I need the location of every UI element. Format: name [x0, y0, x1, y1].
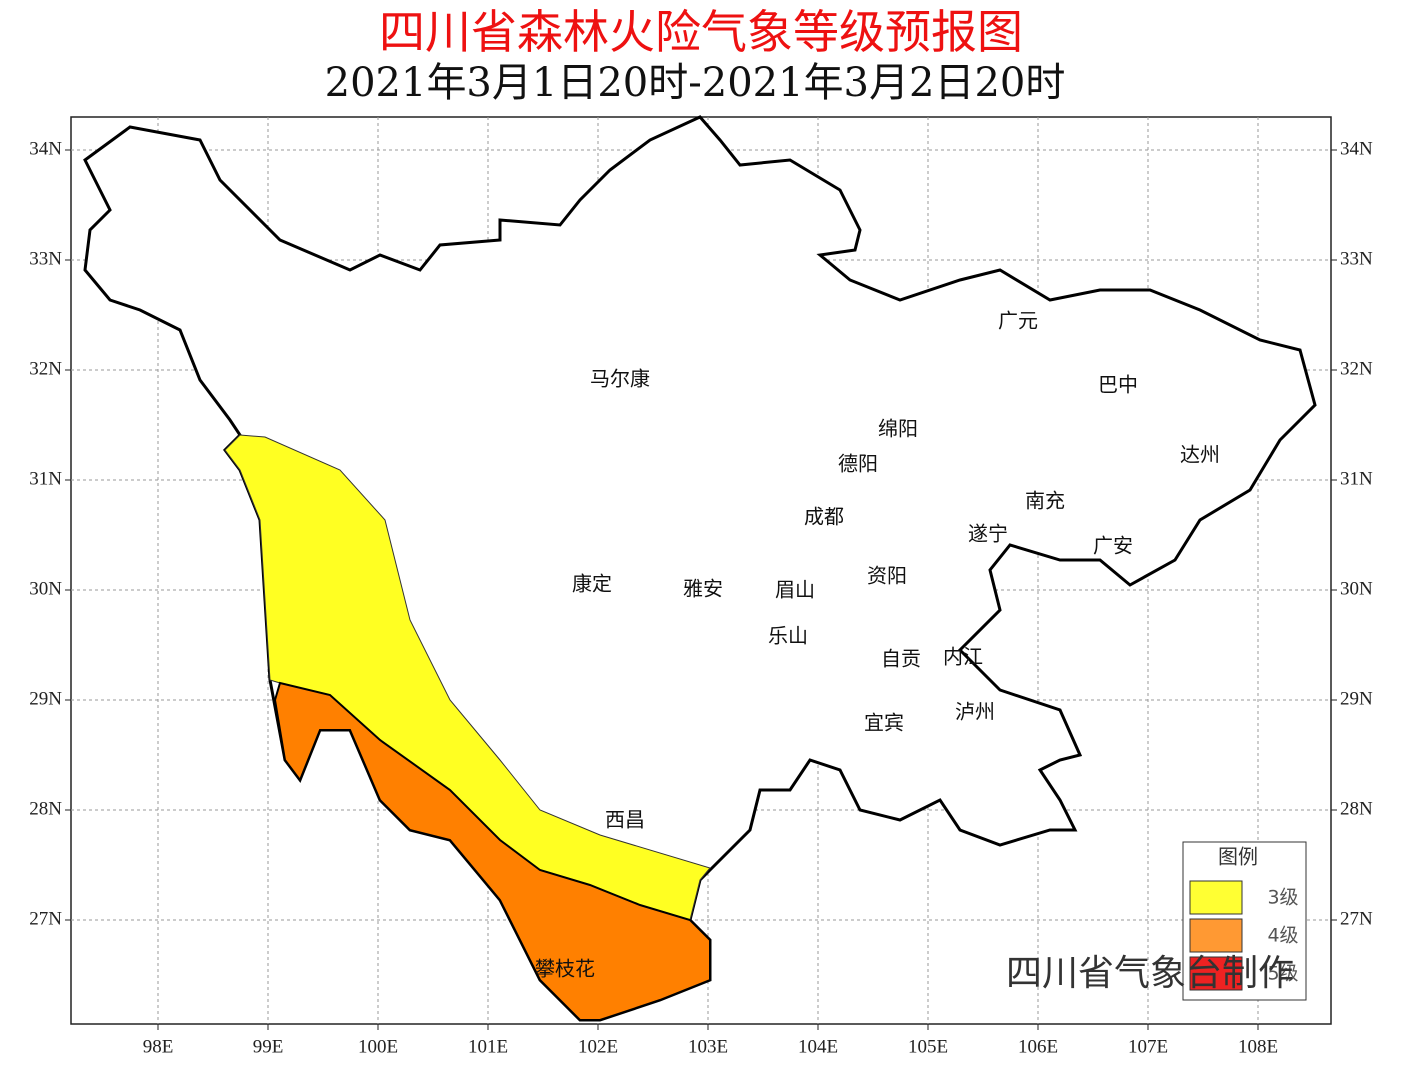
- city-label: 内江: [943, 645, 983, 669]
- x-tick-label: 100E: [358, 1036, 398, 1057]
- city-label: 西昌: [605, 808, 645, 832]
- legend-swatch: [1189, 956, 1243, 991]
- y-tick-label: 27N: [29, 908, 62, 929]
- x-tick-label: 101E: [468, 1036, 508, 1057]
- y-tick-label-right: 32N: [1340, 358, 1373, 379]
- y-tick-label-right: 30N: [1340, 578, 1373, 599]
- city-label: 巴中: [1098, 373, 1138, 397]
- title: 四川省森林火险气象等级预报图: [379, 5, 1023, 59]
- legend-label: 3级: [1267, 887, 1298, 909]
- x-tick-label: 107E: [1128, 1036, 1168, 1057]
- city-label: 遂宁: [968, 522, 1008, 546]
- y-tick-label-right: 29N: [1340, 688, 1373, 709]
- x-tick-label: 105E: [908, 1036, 948, 1057]
- city-label: 南充: [1025, 489, 1065, 513]
- city-labels: 马尔康 广元巴中绵阳德阳 达州成都 南充遂宁广安康定 雅安 眉山 资阳乐山自贡 内江宜宾 泸州西…: [535, 309, 1220, 981]
- x-tick-label: 98E: [143, 1036, 174, 1057]
- city-label: 达州: [1180, 443, 1220, 467]
- legend-swatch: [1189, 880, 1243, 915]
- city-label: 马尔康: [590, 367, 650, 391]
- y-tick-label: 28N: [29, 798, 62, 819]
- city-label: 自贡: [881, 647, 921, 671]
- city-label: 成都: [804, 505, 844, 529]
- city-label: 德阳: [838, 452, 878, 476]
- x-tick-label: 103E: [688, 1036, 728, 1057]
- y-tick-label-right: 27N: [1340, 908, 1373, 929]
- y-tick-label-right: 28N: [1340, 798, 1373, 819]
- city-label: 雅安: [683, 577, 723, 601]
- city-label: 绵阳: [878, 417, 918, 441]
- x-tick-label: 99E: [253, 1036, 284, 1057]
- city-label: 广元: [998, 309, 1038, 333]
- y-tick-label: 29N: [29, 688, 62, 709]
- legend-items: 3级 4级 5级: [1189, 880, 1299, 991]
- y-tick-label-right: 31N: [1340, 468, 1373, 489]
- legend-swatch: [1189, 918, 1243, 953]
- level-4-area: [273, 681, 711, 1021]
- city-label: 泸州: [955, 700, 995, 724]
- x-tick-label: 102E: [578, 1036, 618, 1057]
- x-tick-label: 104E: [798, 1036, 838, 1057]
- city-label: 广安: [1093, 534, 1133, 558]
- city-label: 康定: [572, 572, 612, 596]
- legend-label: 5级: [1267, 963, 1298, 985]
- city-label: 眉山: [775, 578, 815, 602]
- city-label: 宜宾: [864, 711, 904, 735]
- y-tick-label-right: 34N: [1340, 138, 1373, 159]
- y-tick-label-right: 33N: [1340, 248, 1373, 269]
- y-tick-label: 30N: [29, 578, 62, 599]
- subtitle: 2021年3月1日20时-2021年3月2日20时: [325, 60, 1066, 106]
- city-label: 资阳: [867, 564, 907, 588]
- legend-title: 图例: [1218, 845, 1258, 869]
- y-tick-label: 32N: [29, 358, 62, 379]
- footer: 四川省气象台制作: [1006, 953, 1294, 994]
- city-label: 乐山: [768, 624, 808, 648]
- y-tick-label: 31N: [29, 468, 62, 489]
- x-tick-label: 106E: [1018, 1036, 1058, 1057]
- city-label: 攀枝花: [535, 957, 595, 981]
- x-tick-label: 108E: [1238, 1036, 1278, 1057]
- y-tick-label: 34N: [29, 138, 62, 159]
- y-tick-label: 33N: [29, 248, 62, 269]
- legend-label: 4级: [1267, 925, 1298, 947]
